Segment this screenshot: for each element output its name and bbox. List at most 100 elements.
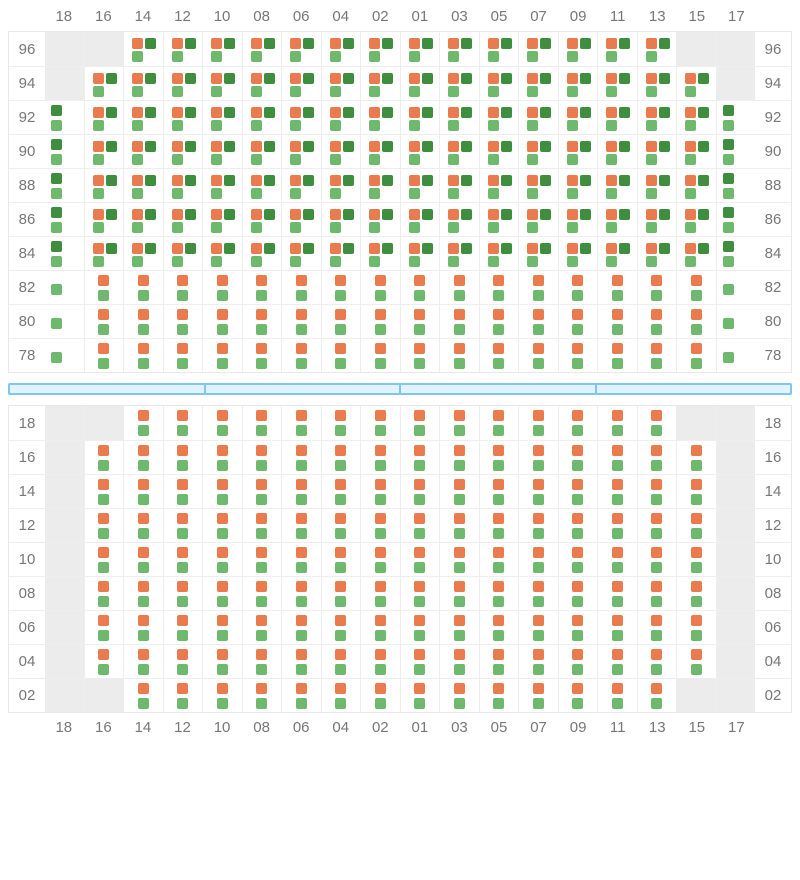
seat-cell[interactable] <box>439 406 479 440</box>
seat-cell[interactable] <box>479 679 519 712</box>
seat-cell[interactable] <box>558 101 598 134</box>
seat-cell[interactable] <box>321 271 361 304</box>
seat-cell[interactable] <box>242 169 282 202</box>
seat-cell[interactable] <box>597 577 637 610</box>
seat-cell[interactable] <box>163 101 203 134</box>
seat-cell[interactable] <box>45 101 84 134</box>
seat-cell[interactable] <box>163 645 203 678</box>
seat-cell[interactable] <box>202 101 242 134</box>
seat-cell[interactable] <box>360 237 400 270</box>
seat-cell[interactable] <box>716 237 756 270</box>
seat-cell[interactable] <box>242 679 282 712</box>
seat-cell[interactable] <box>242 32 282 66</box>
seat-cell[interactable] <box>400 271 440 304</box>
seat-cell[interactable] <box>281 339 321 372</box>
seat-cell[interactable] <box>321 475 361 508</box>
seat-cell[interactable] <box>242 305 282 338</box>
seat-cell[interactable] <box>597 237 637 270</box>
seat-cell[interactable] <box>163 441 203 474</box>
seat-cell[interactable] <box>321 339 361 372</box>
seat-cell[interactable] <box>242 611 282 644</box>
seat-cell[interactable] <box>558 543 598 576</box>
seat-cell[interactable] <box>123 645 163 678</box>
seat-cell[interactable] <box>202 305 242 338</box>
seat-cell[interactable] <box>676 543 716 576</box>
seat-cell[interactable] <box>281 169 321 202</box>
seat-cell[interactable] <box>439 645 479 678</box>
seat-cell[interactable] <box>281 406 321 440</box>
seat-cell[interactable] <box>479 475 519 508</box>
seat-cell[interactable] <box>321 32 361 66</box>
seat-cell[interactable] <box>281 509 321 542</box>
seat-cell[interactable] <box>558 339 598 372</box>
seat-cell[interactable] <box>281 135 321 168</box>
seat-cell[interactable] <box>597 203 637 236</box>
seat-cell[interactable] <box>518 611 558 644</box>
seat-cell[interactable] <box>242 645 282 678</box>
seat-cell[interactable] <box>123 305 163 338</box>
seat-cell[interactable] <box>84 441 124 474</box>
seat-cell[interactable] <box>202 203 242 236</box>
seat-cell[interactable] <box>558 305 598 338</box>
seat-cell[interactable] <box>202 645 242 678</box>
seat-cell[interactable] <box>321 406 361 440</box>
seat-cell[interactable] <box>163 271 203 304</box>
seat-cell[interactable] <box>439 169 479 202</box>
seat-cell[interactable] <box>716 169 756 202</box>
seat-cell[interactable] <box>321 237 361 270</box>
seat-cell[interactable] <box>439 441 479 474</box>
seat-cell[interactable] <box>123 237 163 270</box>
seat-cell[interactable] <box>123 406 163 440</box>
seat-cell[interactable] <box>321 135 361 168</box>
seat-cell[interactable] <box>400 32 440 66</box>
seat-cell[interactable] <box>676 67 716 100</box>
seat-cell[interactable] <box>202 509 242 542</box>
seat-cell[interactable] <box>558 169 598 202</box>
seat-cell[interactable] <box>202 271 242 304</box>
seat-cell[interactable] <box>123 135 163 168</box>
seat-cell[interactable] <box>597 101 637 134</box>
seat-cell[interactable] <box>637 339 677 372</box>
seat-cell[interactable] <box>281 101 321 134</box>
seat-cell[interactable] <box>360 67 400 100</box>
seat-cell[interactable] <box>716 101 756 134</box>
seat-cell[interactable] <box>558 441 598 474</box>
seat-cell[interactable] <box>676 271 716 304</box>
seat-cell[interactable] <box>400 169 440 202</box>
seat-cell[interactable] <box>123 475 163 508</box>
seat-cell[interactable] <box>558 577 598 610</box>
seat-cell[interactable] <box>84 509 124 542</box>
seat-cell[interactable] <box>123 271 163 304</box>
seat-cell[interactable] <box>123 679 163 712</box>
seat-cell[interactable] <box>439 543 479 576</box>
seat-cell[interactable] <box>360 169 400 202</box>
seat-cell[interactable] <box>597 475 637 508</box>
seat-cell[interactable] <box>716 305 756 338</box>
seat-cell[interactable] <box>439 237 479 270</box>
seat-cell[interactable] <box>518 135 558 168</box>
seat-cell[interactable] <box>163 203 203 236</box>
seat-cell[interactable] <box>637 305 677 338</box>
seat-cell[interactable] <box>637 509 677 542</box>
seat-cell[interactable] <box>479 237 519 270</box>
seat-cell[interactable] <box>597 271 637 304</box>
seat-cell[interactable] <box>597 441 637 474</box>
seat-cell[interactable] <box>597 509 637 542</box>
seat-cell[interactable] <box>676 577 716 610</box>
seat-cell[interactable] <box>123 611 163 644</box>
seat-cell[interactable] <box>676 203 716 236</box>
seat-cell[interactable] <box>439 339 479 372</box>
seat-cell[interactable] <box>123 169 163 202</box>
seat-cell[interactable] <box>321 101 361 134</box>
seat-cell[interactable] <box>716 339 756 372</box>
seat-cell[interactable] <box>637 135 677 168</box>
seat-cell[interactable] <box>360 577 400 610</box>
seat-cell[interactable] <box>202 611 242 644</box>
seat-cell[interactable] <box>321 577 361 610</box>
seat-cell[interactable] <box>558 237 598 270</box>
seat-cell[interactable] <box>84 577 124 610</box>
seat-cell[interactable] <box>637 475 677 508</box>
seat-cell[interactable] <box>321 305 361 338</box>
seat-cell[interactable] <box>84 135 124 168</box>
seat-cell[interactable] <box>400 406 440 440</box>
